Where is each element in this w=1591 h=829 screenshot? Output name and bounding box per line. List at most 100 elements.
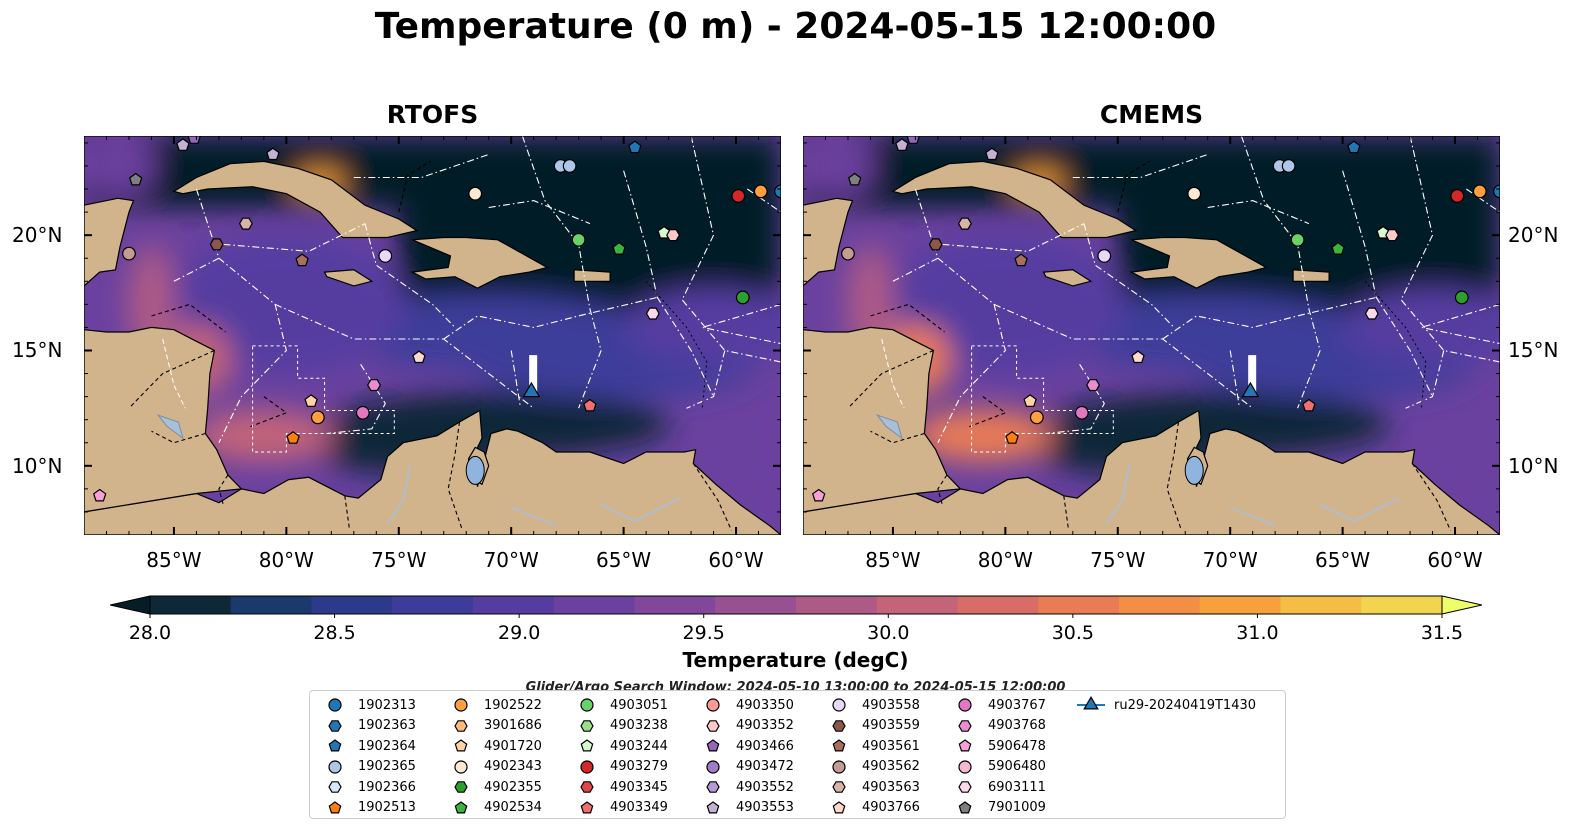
float-marker[interactable]	[1187, 186, 1202, 201]
legend-marker[interactable]	[832, 759, 846, 774]
float-marker[interactable]	[1281, 159, 1296, 173]
legend-label: 4903051	[610, 697, 668, 713]
float-marker[interactable]	[628, 140, 642, 154]
float-marker[interactable]	[176, 138, 190, 151]
legend-marker[interactable]	[1083, 696, 1099, 710]
legend-marker[interactable]	[328, 759, 342, 774]
float-marker[interactable]	[412, 350, 426, 364]
legend-marker[interactable]	[706, 759, 720, 774]
legend-marker[interactable]	[328, 800, 342, 813]
float-marker[interactable]	[1472, 184, 1487, 199]
float-marker[interactable]	[841, 246, 855, 261]
float-marker[interactable]	[1450, 189, 1465, 203]
float-marker[interactable]	[1029, 410, 1044, 425]
float-marker[interactable]	[645, 307, 660, 320]
float-marker[interactable]	[811, 488, 826, 502]
float-marker[interactable]	[666, 229, 681, 242]
legend-marker[interactable]	[328, 781, 342, 793]
legend-marker[interactable]	[706, 781, 720, 793]
float-marker[interactable]	[1014, 253, 1028, 267]
float-marker[interactable]	[295, 253, 309, 267]
float-marker[interactable]	[1302, 398, 1316, 412]
float-marker[interactable]	[367, 379, 381, 392]
legend-marker[interactable]	[706, 698, 720, 712]
legend-marker[interactable]	[958, 759, 972, 774]
float-marker[interactable]	[304, 394, 318, 407]
legend-marker[interactable]	[706, 800, 720, 813]
float-marker[interactable]	[1385, 229, 1400, 242]
legend-marker[interactable]	[454, 719, 468, 732]
glider-marker[interactable]	[1241, 381, 1260, 398]
legend-marker[interactable]	[958, 800, 972, 813]
float-marker[interactable]	[847, 172, 862, 186]
float-marker[interactable]	[562, 159, 577, 173]
legend-marker[interactable]	[832, 698, 846, 712]
float-marker[interactable]	[571, 232, 586, 247]
float-marker[interactable]	[928, 238, 943, 251]
float-marker[interactable]	[1086, 379, 1100, 392]
float-marker[interactable]	[238, 217, 253, 230]
legend-marker[interactable]	[454, 698, 468, 712]
float-marker[interactable]	[1290, 232, 1305, 247]
float-marker[interactable]	[1364, 307, 1379, 320]
float-marker[interactable]	[1131, 350, 1145, 364]
float-marker[interactable]	[985, 147, 999, 161]
legend-marker[interactable]	[328, 739, 342, 752]
legend-marker[interactable]	[832, 719, 846, 732]
float-marker[interactable]	[735, 290, 750, 305]
float-marker[interactable]	[1493, 184, 1500, 199]
float-marker[interactable]	[187, 136, 201, 145]
legend-marker[interactable]	[958, 739, 972, 752]
legend-marker[interactable]	[454, 781, 468, 793]
float-marker[interactable]	[731, 189, 746, 203]
float-marker[interactable]	[583, 398, 597, 412]
legend-marker[interactable]	[958, 781, 972, 793]
float-marker[interactable]	[355, 405, 370, 420]
float-marker[interactable]	[209, 238, 224, 251]
legend-marker[interactable]	[328, 698, 342, 712]
float-marker[interactable]	[1454, 290, 1469, 305]
float-marker[interactable]	[957, 217, 972, 230]
rtofs-map[interactable]	[84, 136, 781, 535]
float-marker[interactable]	[1347, 140, 1361, 154]
legend-marker[interactable]	[832, 800, 846, 813]
legend-marker[interactable]	[580, 800, 594, 813]
float-marker[interactable]	[122, 246, 136, 261]
legend-marker[interactable]	[580, 719, 594, 732]
float-marker[interactable]	[1023, 394, 1037, 407]
legend-marker[interactable]	[454, 759, 468, 774]
glider-marker[interactable]	[522, 381, 541, 398]
float-marker[interactable]	[468, 186, 483, 201]
float-marker[interactable]	[1074, 405, 1089, 420]
legend-label: 4903238	[610, 718, 668, 733]
float-marker[interactable]	[310, 410, 325, 425]
legend-marker[interactable]	[328, 719, 342, 732]
legend-marker[interactable]	[958, 698, 972, 712]
float-marker[interactable]	[128, 172, 143, 186]
legend-marker[interactable]	[580, 698, 594, 712]
legend-marker[interactable]	[580, 739, 594, 752]
cmems-map[interactable]	[803, 136, 1500, 535]
float-marker[interactable]	[266, 147, 280, 161]
legend-marker[interactable]	[958, 719, 972, 732]
float-marker[interactable]	[286, 431, 300, 444]
float-marker[interactable]	[906, 136, 920, 145]
float-marker[interactable]	[378, 249, 393, 263]
float-marker[interactable]	[774, 184, 781, 199]
legend-marker[interactable]	[454, 739, 468, 752]
float-marker[interactable]	[753, 184, 768, 199]
legend-marker[interactable]	[706, 739, 720, 752]
float-marker[interactable]	[612, 241, 626, 255]
legend-label: 4903559	[862, 718, 920, 733]
float-marker[interactable]	[1005, 431, 1019, 444]
float-marker[interactable]	[1097, 249, 1112, 263]
legend-marker[interactable]	[706, 719, 720, 732]
legend-marker[interactable]	[832, 781, 846, 793]
legend-marker[interactable]	[580, 781, 594, 793]
legend-marker[interactable]	[454, 800, 468, 813]
float-marker[interactable]	[895, 138, 909, 151]
float-marker[interactable]	[92, 488, 107, 502]
float-marker[interactable]	[1331, 241, 1345, 255]
legend-marker[interactable]	[580, 759, 594, 774]
legend-marker[interactable]	[832, 739, 846, 752]
